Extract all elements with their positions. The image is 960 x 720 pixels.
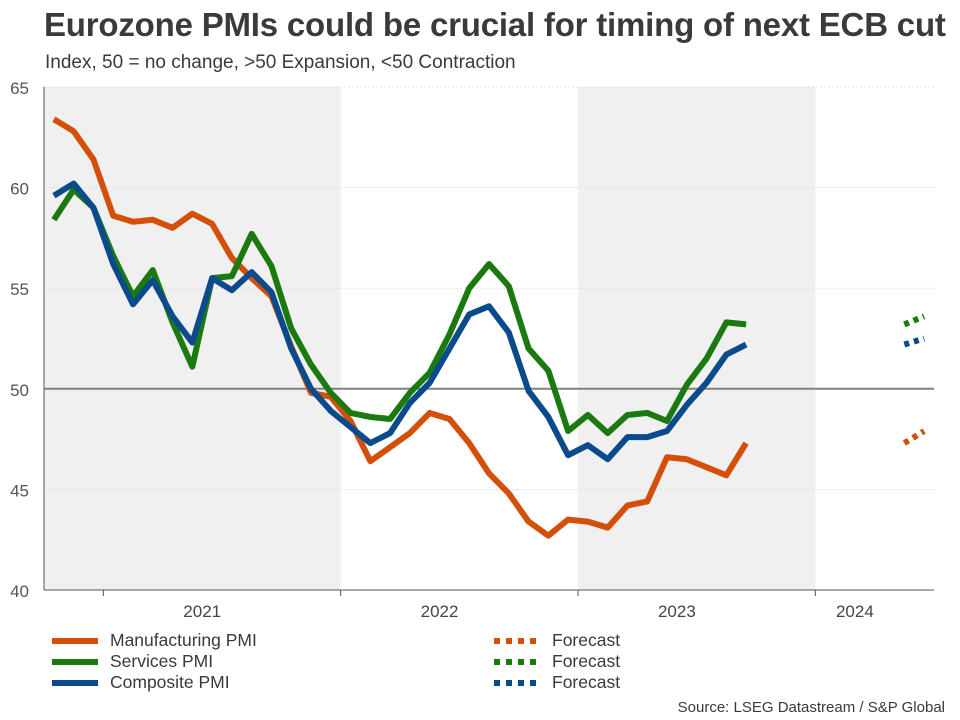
source-note: Source: LSEG Datastream / S&P Global <box>677 699 945 716</box>
legend-swatch-manufacturing <box>52 638 98 644</box>
legend-swatch-services-forecast <box>494 659 540 665</box>
legend-swatch-composite <box>52 680 98 686</box>
legend-swatch-services <box>52 659 98 665</box>
forecast-line-services <box>903 313 926 328</box>
y-tick-label-50: 50 <box>10 381 29 400</box>
legend-dot-manufacturing <box>518 638 524 644</box>
chart-title: Eurozone PMIs could be crucial for timin… <box>44 6 946 43</box>
x-tick-label-2024: 2024 <box>836 602 874 621</box>
series-line-manufacturing <box>52 116 749 539</box>
forecast-line-composite <box>903 335 925 348</box>
legend-dot-manufacturing <box>506 638 512 644</box>
x-tick-label-2023: 2023 <box>658 602 696 621</box>
legend-label-composite: Composite PMI <box>110 672 230 692</box>
chart-subtitle: Index, 50 = no change, >50 Expansion, <5… <box>45 52 516 73</box>
legend-label-services-forecast: Forecast <box>552 651 621 671</box>
legend-dot-manufacturing <box>494 638 500 644</box>
legend-dot-services <box>506 659 512 665</box>
y-tick-label-40: 40 <box>10 582 29 601</box>
legend-dot-composite <box>530 680 536 686</box>
legend-swatch-composite-forecast <box>494 680 540 686</box>
x-tick-label-2022: 2022 <box>421 602 459 621</box>
legend-swatch-manufacturing-forecast <box>494 638 540 644</box>
y-tick-label-60: 60 <box>10 180 29 199</box>
legend-label-services: Services PMI <box>110 651 214 671</box>
series-line-composite <box>52 180 748 463</box>
forecast-line-manufacturing <box>902 428 926 446</box>
legend-dot-services <box>518 659 524 665</box>
legend-dot-services <box>494 659 500 665</box>
y-tick-label-45: 45 <box>10 481 29 500</box>
legend-dot-manufacturing <box>530 638 536 644</box>
legend-dot-composite <box>494 680 500 686</box>
legend-label-composite-forecast: Forecast <box>552 672 621 692</box>
x-tick-label-2021: 2021 <box>183 602 221 621</box>
year-band-1 <box>578 87 816 590</box>
legend-label-manufacturing: Manufacturing PMI <box>110 630 257 650</box>
y-tick-label-65: 65 <box>10 79 29 98</box>
legend-dot-composite <box>518 680 524 686</box>
legend-dot-services <box>530 659 536 665</box>
legend-label-manufacturing-forecast: Forecast <box>552 630 621 650</box>
legend-dot-composite <box>506 680 512 686</box>
y-tick-label-55: 55 <box>10 280 29 299</box>
